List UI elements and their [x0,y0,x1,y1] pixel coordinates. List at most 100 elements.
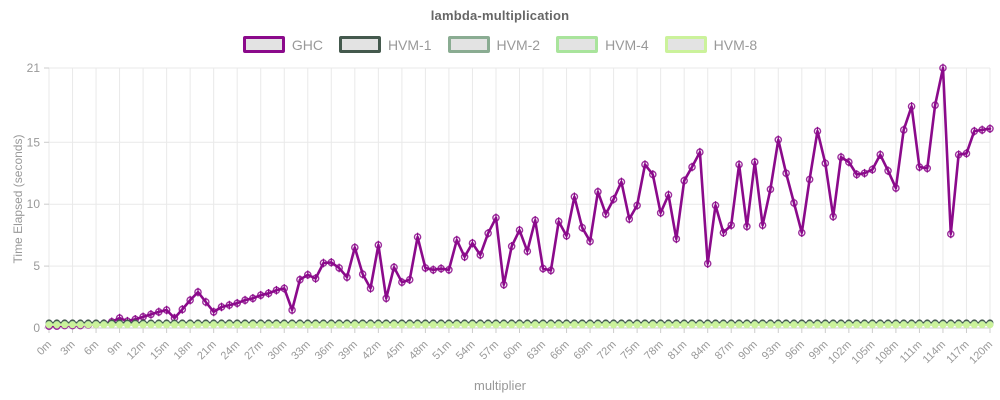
ghc-data-point [750,158,759,166]
ghc-data-point [852,170,861,179]
ghc-data-point [594,188,602,196]
y-tick-label: 21 [27,61,41,75]
ghc-data-point [664,191,673,199]
ghc-data-point [915,163,924,171]
hvm-8-data-point [476,321,484,329]
hvm-8-data-point [233,321,241,329]
gridlines [44,67,991,333]
ghc-data-point [186,296,194,304]
ghc-data-point [147,310,155,319]
hvm-8-data-point [202,321,210,329]
ghc-data-point [829,212,837,221]
hvm-8-data-point [837,321,845,329]
x-tick-label: 84m [689,339,713,363]
legend-swatch-ghc [242,36,285,53]
hvm-8-data-point [798,321,806,329]
ghc-data-point [162,306,171,314]
hvm-8-data-point [986,321,994,329]
hvm-8-data-point [712,321,719,329]
x-tick-label: 33m [289,339,313,363]
hvm-8-data-point [469,321,476,329]
x-tick-label: 105m [850,339,878,367]
hvm-8-data-point [523,321,531,329]
hvm-8-data-point [312,321,320,329]
ghc-data-point [233,299,241,308]
hvm-8-data-point [335,321,343,329]
ghc-data-point [617,178,626,186]
ghc-data-point [562,231,571,240]
hvm-8-data-point [978,321,986,329]
hvm-8-data-point [516,321,523,329]
ghc-data-point [460,253,469,261]
hvm-8-data-point [406,321,414,329]
ghc-data-point [484,229,492,238]
ghc-data-point [703,259,712,268]
hvm-8-data-point [225,321,233,329]
ghc-data-point [554,217,563,226]
hvm-8-data-point [657,321,665,329]
ghc-data-point [382,294,390,303]
hvm-8-data-point [241,321,249,329]
hvm-8-data-point [76,321,84,329]
ghc-data-point [837,153,845,161]
legend-label: HVM-2 [496,36,541,53]
ghc-data-point [296,275,304,284]
hvm-8-data-point [900,321,908,329]
legend-item-hvm-2[interactable]: HVM-2 [447,36,541,53]
ghc-data-point [523,247,532,256]
ghc-data-point [892,184,900,192]
legend-item-hvm-1[interactable]: HVM-1 [338,36,432,53]
hvm-8-data-point [139,321,147,329]
y-tick-label: 10 [27,197,41,211]
ghc-data-point [421,264,430,272]
ghc-data-point [178,305,187,314]
ghc-data-point [907,102,916,111]
hvm-8-data-point [351,321,359,329]
hvm-8-data-point [100,321,108,329]
y-tick-label: 5 [33,259,40,273]
hvm-8-data-point [970,321,978,329]
ghc-data-point [727,221,736,230]
chart-legend: GHC HVM-1 HVM-2 HVM-4 HVM-8 [0,36,1000,53]
ghc-data-point [680,176,688,185]
x-tick-label: 90m [736,339,760,363]
x-tick-label: 15m [148,339,172,363]
hvm-8-data-point [539,321,547,329]
ghc-data-point [343,273,351,282]
hvm-8-data-point [578,321,586,329]
x-tick-label: 18m [172,339,196,363]
ghc-data-point [774,136,783,144]
hvm-8-data-point [484,321,492,329]
hvm-8-data-point [680,321,688,329]
x-tick-label: 120m [967,339,995,367]
hvm-8-data-point [273,321,280,329]
hvm-8-data-point [963,321,970,329]
hvm-8-data-point [390,321,398,329]
hvm-8-data-point [492,321,500,329]
hvm-8-data-point [641,321,649,329]
legend-label: HVM-1 [387,36,432,53]
hvm-8-data-point [876,321,884,329]
ghc-data-point [719,228,728,237]
hvm-8-data-point [774,321,782,329]
legend-item-hvm-8[interactable]: HVM-8 [664,36,757,53]
hvm-8-data-point [618,321,625,329]
x-tick-label: 45m [383,339,407,363]
hvm-8-data-point [884,321,892,329]
ghc-data-point [374,241,383,249]
ghc-data-point [884,166,892,175]
x-tick-label: 66m [548,339,572,363]
x-tick-label: 39m [336,339,360,363]
hvm-8-data-point [594,321,602,329]
ghc-data-point [319,259,328,267]
ghc-data-point [405,275,414,284]
legend-item-ghc[interactable]: GHC [242,36,323,53]
ghc-data-point [154,308,163,316]
ghc-data-point [249,294,257,303]
hvm-8-data-point [767,321,774,329]
hvm-8-data-point [688,321,696,329]
legend-item-hvm-4[interactable]: HVM-4 [556,36,649,53]
x-tick-label: 27m [242,339,266,363]
ghc-data-point [986,124,994,133]
